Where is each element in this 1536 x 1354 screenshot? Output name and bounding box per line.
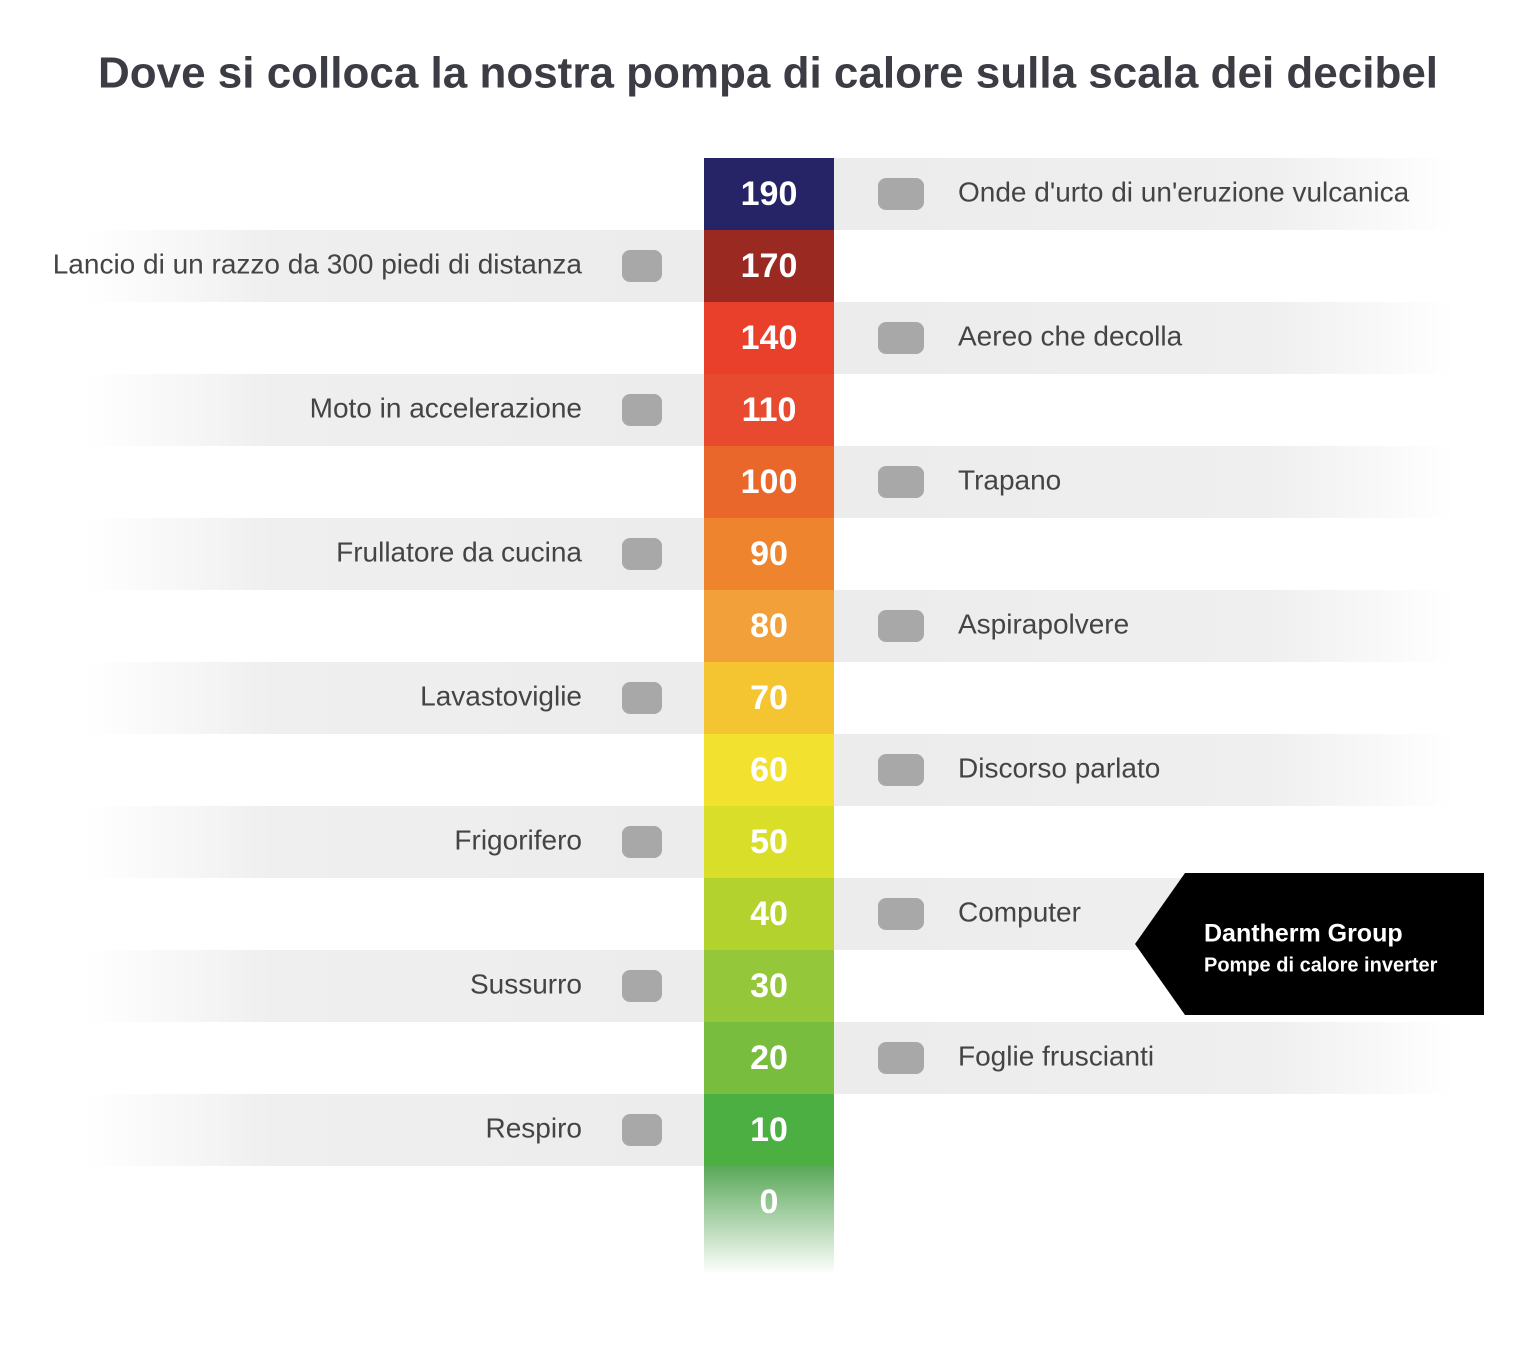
icon — [622, 970, 662, 1002]
row-band — [834, 158, 1455, 230]
icon — [878, 754, 924, 786]
icon — [878, 466, 924, 498]
scale-cell — [704, 446, 834, 518]
row-label: Sussurro — [470, 968, 582, 999]
row-band — [85, 230, 704, 302]
scale-cell — [704, 806, 834, 878]
scale-cell — [704, 374, 834, 446]
icon — [878, 898, 924, 930]
row-label: Foglie fruscianti — [958, 1040, 1154, 1071]
scale-value: 90 — [750, 535, 788, 573]
callout-subtitle: Pompe di calore inverter — [1204, 954, 1438, 976]
row-label: Computer — [958, 896, 1081, 927]
callout: Dantherm Group Pompe di calore inverter — [1135, 873, 1484, 1015]
callout-shape — [1135, 873, 1484, 1015]
scale-value: 140 — [741, 319, 798, 357]
icon — [878, 322, 924, 354]
row-label: Frigorifero — [454, 824, 582, 855]
icon — [878, 178, 924, 210]
scale-cell — [704, 590, 834, 662]
scale-value: 0 — [760, 1183, 779, 1221]
scale-value: 110 — [742, 391, 797, 429]
icon — [878, 610, 924, 642]
row-label: Frullatore da cucina — [336, 536, 582, 567]
icon — [622, 682, 662, 714]
row-band — [85, 374, 704, 446]
scale-cell — [704, 662, 834, 734]
scale-cell — [704, 878, 834, 950]
title: Dove si colloca la nostra pompa di calor… — [98, 49, 1438, 98]
row-band — [834, 446, 1455, 518]
icon — [878, 1042, 924, 1074]
scale-value: 60 — [750, 751, 788, 789]
row-band — [85, 806, 704, 878]
scale-value: 80 — [750, 607, 788, 645]
row-band — [85, 950, 704, 1022]
scale-value: 100 — [741, 463, 798, 501]
icon — [622, 538, 662, 570]
scale-value: 30 — [750, 967, 788, 1005]
row-band — [834, 734, 1455, 806]
row-band — [834, 302, 1455, 374]
scale-value: 190 — [741, 175, 798, 213]
row-band — [85, 1094, 704, 1166]
icon — [622, 1114, 662, 1146]
icon — [622, 394, 662, 426]
scale-cell — [704, 158, 834, 230]
row-label: Aereo che decolla — [958, 320, 1183, 351]
row-band — [834, 590, 1455, 662]
row-label: Moto in accelerazione — [310, 392, 582, 423]
scale-value: 10 — [750, 1111, 788, 1149]
scale-value: 170 — [741, 247, 798, 285]
scale-value: 20 — [750, 1039, 788, 1077]
row-label: Lavastoviglie — [420, 680, 582, 711]
scale-value: 70 — [750, 679, 788, 717]
scale-cell — [704, 302, 834, 374]
icon — [622, 250, 662, 282]
row-label: Lancio di un razzo da 300 piedi di dista… — [53, 248, 583, 279]
row-label: Trapano — [958, 464, 1061, 495]
icon — [622, 826, 662, 858]
scale-value: 40 — [750, 895, 788, 933]
scale-value: 50 — [750, 823, 788, 861]
callout-title: Dantherm Group — [1204, 920, 1403, 948]
row-label: Aspirapolvere — [958, 608, 1129, 639]
row-band — [834, 1022, 1455, 1094]
scale-cell — [704, 734, 834, 806]
row-label: Discorso parlato — [958, 752, 1160, 783]
row-label: Onde d'urto di un'eruzione vulcanica — [958, 176, 1410, 207]
row-band — [85, 662, 704, 734]
row-label: Respiro — [486, 1112, 582, 1143]
scale-cell — [704, 1022, 834, 1094]
scale-cell — [704, 1094, 834, 1166]
scale-cell — [704, 950, 834, 1022]
row-band — [85, 518, 704, 590]
scale-cell — [704, 518, 834, 590]
scale-cell — [704, 230, 834, 302]
scale-cell — [704, 1166, 834, 1274]
